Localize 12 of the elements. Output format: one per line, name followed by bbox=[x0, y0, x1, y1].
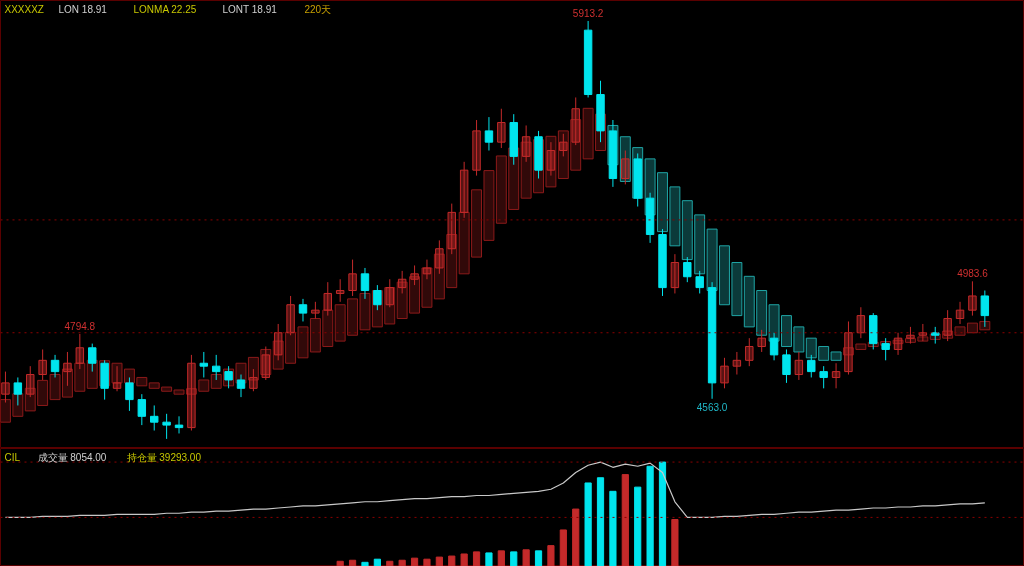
text: LON 18.91 bbox=[58, 3, 108, 15]
text: 220天 bbox=[304, 3, 332, 15]
annotation: 持仓量 39293.00 bbox=[126, 451, 202, 463]
chart-title: XXXXXZ bbox=[4, 3, 44, 15]
annotation: 成交量 8054.00 bbox=[37, 451, 107, 463]
annotation: 4983.6 bbox=[957, 268, 989, 280]
chart-title: CIL bbox=[4, 451, 21, 463]
text: LONMA 22.25 bbox=[133, 3, 197, 15]
text: LONT 18.91 bbox=[222, 3, 278, 15]
annotation: 4563.0 bbox=[696, 401, 728, 413]
annotation: 4794.8 bbox=[64, 320, 96, 332]
annotation: 5913.2 bbox=[572, 7, 604, 19]
